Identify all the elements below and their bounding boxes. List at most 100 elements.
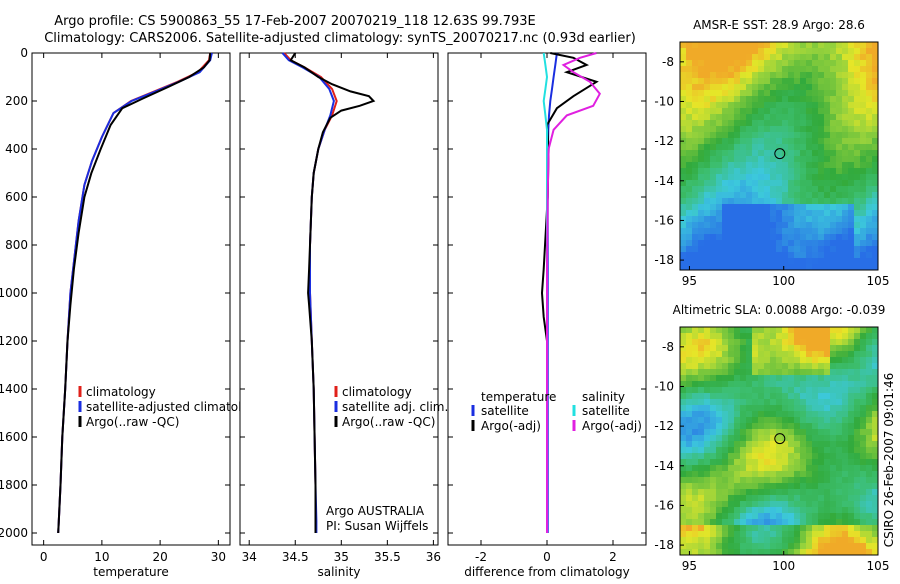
map-cell	[740, 210, 747, 217]
map-cell	[692, 399, 699, 406]
map-cell	[836, 264, 843, 271]
map-cell	[860, 333, 867, 340]
map-cell	[752, 543, 759, 550]
map-cell	[746, 258, 753, 265]
map-cell	[692, 537, 699, 544]
map-cell	[704, 108, 711, 115]
map-cell	[788, 507, 795, 514]
map-cell	[722, 537, 729, 544]
map-cell	[824, 381, 831, 388]
map-cell	[746, 411, 753, 418]
map-cell	[824, 513, 831, 520]
map-cell	[686, 489, 693, 496]
map-cell	[836, 78, 843, 85]
map-cell	[680, 246, 687, 253]
map-cell	[716, 210, 723, 217]
map-cell	[854, 495, 861, 502]
map-cell	[860, 339, 867, 346]
map-cell	[680, 549, 687, 556]
map-cell	[872, 393, 879, 400]
map-cell	[692, 387, 699, 394]
map-cell	[734, 525, 741, 532]
map-cell	[812, 144, 819, 151]
map-cell	[734, 252, 741, 259]
map-cell	[692, 507, 699, 514]
map-cell	[812, 66, 819, 73]
map-cell	[758, 114, 765, 121]
map-cell	[830, 345, 837, 352]
map-cell	[776, 84, 783, 91]
map-cell	[728, 327, 735, 334]
map-cell	[806, 126, 813, 133]
map-cell	[752, 447, 759, 454]
map-cell	[728, 264, 735, 271]
x-tick-label: 34.5	[282, 550, 309, 564]
map-cell	[728, 48, 735, 55]
map-cell	[836, 240, 843, 247]
map-cell	[788, 327, 795, 334]
map-cell	[746, 234, 753, 241]
map-cell	[830, 126, 837, 133]
map-cell	[704, 537, 711, 544]
map-cell	[770, 78, 777, 85]
map-cell	[860, 525, 867, 532]
map-cell	[704, 162, 711, 169]
map-cell	[854, 210, 861, 217]
map-cell	[710, 234, 717, 241]
map-cell	[680, 339, 687, 346]
map-cell	[770, 186, 777, 193]
map-cell	[776, 411, 783, 418]
map-cell	[728, 393, 735, 400]
map-cell	[770, 96, 777, 103]
map-cell	[824, 156, 831, 163]
map-cell	[764, 381, 771, 388]
map-cell	[854, 126, 861, 133]
map-cell	[776, 204, 783, 211]
map-cell	[866, 210, 873, 217]
map-cell	[794, 399, 801, 406]
map-cell	[854, 345, 861, 352]
map-cell	[698, 192, 705, 199]
map-cell	[818, 114, 825, 121]
map-cell	[872, 333, 879, 340]
map-cell	[764, 399, 771, 406]
map-cell	[692, 42, 699, 49]
map-cell	[872, 90, 879, 97]
map-cell	[740, 162, 747, 169]
map-cell	[854, 72, 861, 79]
map-cell	[716, 240, 723, 247]
map-cell	[698, 525, 705, 532]
map-cell	[806, 429, 813, 436]
map-cell	[854, 156, 861, 163]
map-cell	[866, 543, 873, 550]
map-cell	[854, 399, 861, 406]
map-cell	[686, 192, 693, 199]
map-cell	[872, 228, 879, 235]
map-cell	[824, 417, 831, 424]
map-cell	[764, 549, 771, 556]
map-cell	[836, 246, 843, 253]
map-cell	[692, 483, 699, 490]
map-cell	[824, 363, 831, 370]
y-tick-label: 0	[20, 46, 28, 60]
map-cell	[740, 54, 747, 61]
map-cell	[782, 246, 789, 253]
map-cell	[764, 507, 771, 514]
map-cell	[734, 405, 741, 412]
map-cell	[782, 264, 789, 271]
map-cell	[824, 192, 831, 199]
map-cell	[686, 228, 693, 235]
map-cell	[794, 114, 801, 121]
map-cell	[686, 501, 693, 508]
map-cell	[806, 345, 813, 352]
map-cell	[788, 495, 795, 502]
map-cell	[836, 42, 843, 49]
map-cell	[698, 327, 705, 334]
map-cell	[788, 357, 795, 364]
map-cell	[824, 387, 831, 394]
map-cell	[722, 126, 729, 133]
map-cell	[716, 72, 723, 79]
map-cell	[824, 96, 831, 103]
map-cell	[854, 435, 861, 442]
map-cell	[752, 240, 759, 247]
